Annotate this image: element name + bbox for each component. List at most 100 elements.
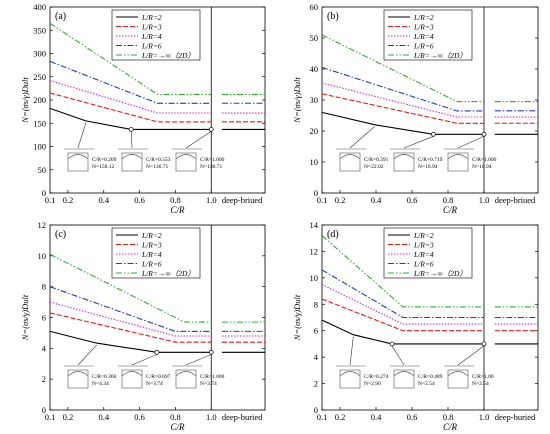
inset-caption: C/R=0.697 — [146, 374, 171, 380]
tunnel-arch — [339, 154, 361, 160]
inset-caption: N=2.90 — [364, 381, 381, 387]
chart-panel-3: 0 2 4 6 8 10 12 0.1 0.2 0.4 0.6 0.8 1.0 deep-buried C/… — [20, 220, 266, 432]
marked-point — [431, 131, 436, 137]
y-tick-label: 10 — [310, 273, 319, 283]
tunnel-section — [339, 152, 361, 172]
series-line-3 — [49, 79, 212, 114]
tunnel-arch — [121, 154, 143, 160]
y-tick-label: 200 — [33, 95, 46, 105]
x-tick-label: 0.4 — [98, 195, 109, 205]
x-tick-label: 0.2 — [335, 195, 346, 205]
callout-arrow — [349, 336, 354, 366]
panel-label: (c) — [55, 229, 66, 240]
tunnel-arch — [67, 154, 89, 160]
inset-caption: N=3.74 — [200, 381, 217, 387]
legend-label: L/R=2 — [141, 13, 162, 22]
x-tick-label: 0.1 — [45, 195, 56, 205]
y-tick-label: 12 — [310, 246, 319, 256]
inset-3: C/R=1.00N=2.54 — [444, 345, 494, 389]
x-tick-label: 0.6 — [407, 412, 418, 422]
inset-caption: C/R=1.000 — [200, 157, 225, 163]
x-axis-label: C/R — [443, 422, 458, 432]
callout-arrow — [77, 344, 97, 366]
x-tick-label: 0.2 — [63, 195, 74, 205]
legend-box — [383, 227, 473, 279]
callout-arrow — [457, 136, 485, 149]
series-line-5 — [49, 22, 212, 95]
inset-caption: C/R=1.000 — [200, 374, 225, 380]
inset-caption: N=22.02 — [364, 164, 384, 170]
legend-box — [111, 227, 201, 279]
series-line-2 — [321, 93, 484, 124]
legend-label: L/R=3 — [141, 23, 162, 32]
callout-arrow — [131, 354, 158, 366]
callout-arrow — [185, 354, 212, 366]
series-line-3 — [321, 82, 484, 118]
tunnel-arch — [121, 371, 143, 377]
legend-label: L/R=6 — [141, 42, 162, 51]
y-tick-label: 40 — [310, 64, 319, 74]
inset-caption: C/R=0.489 — [418, 374, 443, 380]
y-axis-label: N=(σs/γ)Dult — [20, 294, 30, 341]
tunnel-section — [121, 369, 143, 389]
legend-label: L/R=3 — [413, 241, 434, 250]
x-tick-label: 1.0 — [206, 195, 217, 205]
series-line-4 — [321, 269, 484, 319]
x-axis-label: C/R — [443, 205, 458, 215]
tunnel-arch — [393, 154, 415, 160]
y-tick-label: 60 — [310, 2, 319, 12]
series-line-1 — [49, 330, 212, 353]
chart-panel-2: 0 10 20 30 40 50 60 0.1 0.2 0.4 0.6 0.8 1.0 deep-briu… — [292, 2, 539, 215]
series-line-2 — [49, 312, 212, 343]
legend-label: L/R=→∞（2D） — [413, 269, 467, 278]
y-tick-label: 6 — [314, 326, 318, 336]
inset-caption: N=2.54 — [472, 381, 489, 387]
inset-caption: N=158.12 — [92, 164, 114, 170]
panel-label: (a) — [55, 11, 66, 22]
inset-caption: N=4.34 — [92, 381, 109, 387]
x-tick-label: 0.1 — [317, 412, 328, 422]
tunnel-arch — [447, 154, 469, 160]
x-tick-label: 0.1 — [317, 195, 328, 205]
y-tick-label: 4 — [42, 343, 47, 353]
inset-caption: C/R=0.360 — [92, 374, 117, 380]
legend-label: L/R=→∞（2D） — [413, 51, 467, 60]
x-tick-label: 0.2 — [335, 412, 346, 422]
x-tick-label: 0.8 — [170, 412, 181, 422]
tunnel-arch — [393, 371, 415, 377]
inset-caption: C/R=0.391 — [364, 157, 389, 163]
tunnel-section — [393, 369, 415, 389]
legend-label: L/R=→∞（2D） — [141, 51, 195, 60]
marked-point — [154, 349, 160, 355]
marked-point — [208, 127, 214, 132]
deep-buried-label: deep-buried — [222, 412, 263, 422]
x-tick-label: 1.0 — [479, 195, 490, 205]
tunnel-section — [393, 152, 415, 172]
deep-buried-label: deep-buried — [495, 412, 536, 422]
y-tick-label: 150 — [33, 118, 46, 128]
legend-label: L/R=3 — [141, 241, 162, 250]
y-axis-label: N=(σs/γ)Dult — [20, 77, 30, 124]
legend-label: L/R=4 — [413, 32, 434, 41]
y-tick-label: 0 — [42, 405, 46, 415]
series-line-5 — [49, 253, 212, 323]
series-line-5 — [321, 34, 484, 103]
legend-label: L/R=2 — [141, 231, 162, 240]
legend-label: L/R=2 — [413, 13, 434, 22]
tunnel-arch — [67, 371, 89, 377]
x-tick-label: 0.2 — [63, 412, 74, 422]
legend-label: L/R=4 — [141, 250, 162, 259]
y-tick-label: 400 — [33, 2, 46, 12]
series-line-5 — [321, 235, 484, 308]
x-tick-label: 1.0 — [206, 412, 217, 422]
series-line-4 — [49, 60, 212, 104]
tunnel-section — [67, 152, 89, 172]
y-tick-label: 100 — [33, 142, 46, 152]
inset-caption: N=136.71 — [200, 164, 222, 170]
panel-label: (d) — [327, 229, 339, 240]
marked-point — [128, 127, 134, 132]
inset-caption: C/R=0.553 — [146, 157, 171, 163]
